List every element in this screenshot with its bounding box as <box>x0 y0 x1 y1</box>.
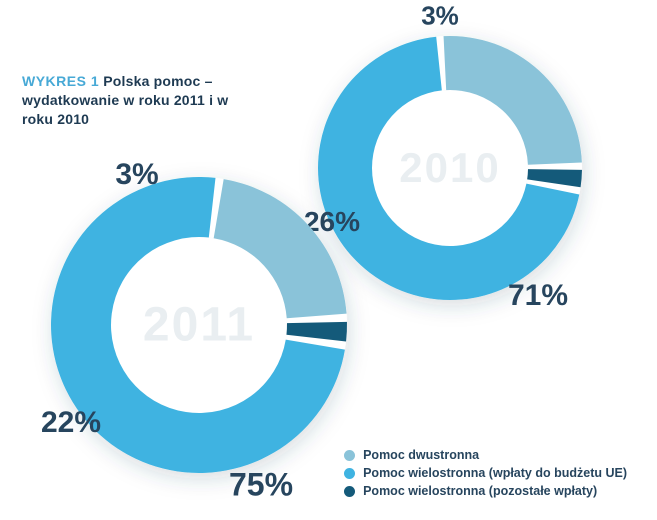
chart-2010-label-wielostronna_ue: 71% <box>508 279 568 313</box>
chart-2011-center-label: 2011 <box>143 298 255 353</box>
chart-2010-center-label: 2010 <box>399 144 500 192</box>
legend-item-dwustronna: Pomoc dwustronna <box>344 448 627 462</box>
legend-swatch-wielostronna_ue <box>344 468 355 479</box>
legend-item-wielostronna_pozostale: Pomoc wielostronna (pozostałe wpłaty) <box>344 484 627 498</box>
chart-2011-label-wielostronna_ue: 75% <box>229 467 293 504</box>
chart-2010-label-wielostronna_pozostale: 3% <box>421 1 459 32</box>
legend-swatch-dwustronna <box>344 450 355 461</box>
chart-2011: 201175%22%3% <box>44 170 354 480</box>
chart-2011-label-dwustronna: 22% <box>41 406 101 440</box>
legend: Pomoc dwustronna Pomoc wielostronna (wpła… <box>344 444 627 498</box>
title-lead: WYKRES 1 <box>22 73 99 89</box>
chart-stage: WYKRES 1 Polska pomoc – wydatkowanie w r… <box>0 0 657 520</box>
legend-label: Pomoc dwustronna <box>363 448 479 462</box>
legend-item-wielostronna_ue: Pomoc wielostronna (wpłaty do budżetu UE… <box>344 466 627 480</box>
legend-label: Pomoc wielostronna (wpłaty do budżetu UE… <box>363 466 627 480</box>
chart-2011-label-wielostronna_pozostale: 3% <box>115 158 158 192</box>
legend-swatch-wielostronna_pozostale <box>344 486 355 497</box>
chart-title: WYKRES 1 Polska pomoc – wydatkowanie w r… <box>22 72 252 129</box>
legend-label: Pomoc wielostronna (pozostałe wpłaty) <box>363 484 597 498</box>
